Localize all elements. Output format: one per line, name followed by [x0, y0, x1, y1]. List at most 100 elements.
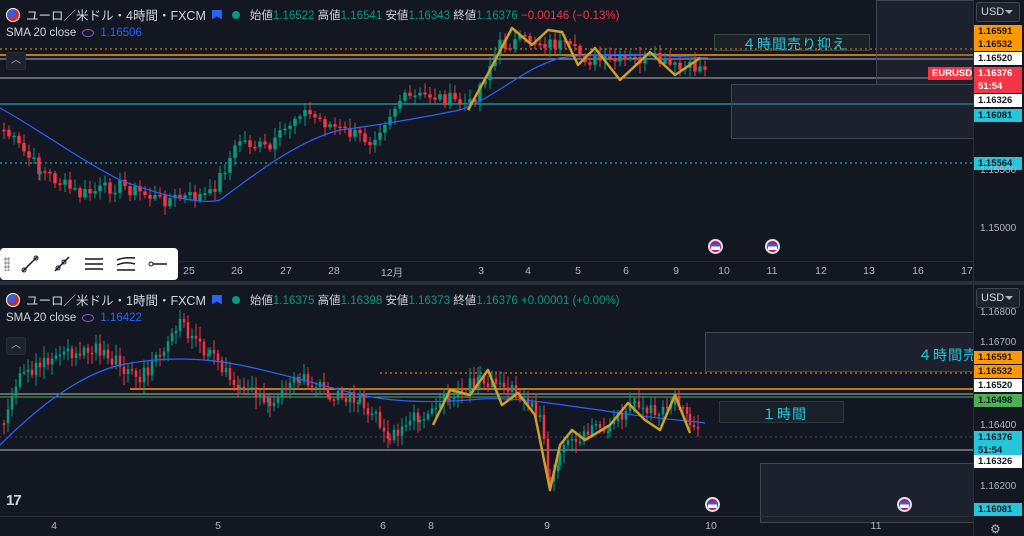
time-axis-label: 5 [575, 265, 581, 277]
candle-body [323, 119, 327, 128]
candle-body [310, 385, 314, 388]
candle-body [113, 192, 117, 195]
candle-body [284, 387, 288, 391]
price-axis-1h[interactable] [973, 285, 1024, 536]
sell-zone-box-1h[interactable] [705, 332, 975, 372]
candle-body [657, 414, 661, 416]
candle-body [154, 354, 158, 362]
economic-event-icon[interactable] [708, 239, 723, 254]
candle-body [352, 392, 356, 403]
candle-body [123, 179, 127, 187]
candle-body [453, 93, 457, 100]
candle-body [58, 183, 62, 185]
visibility-eye-icon[interactable] [82, 29, 95, 37]
candle-body [573, 44, 577, 46]
price-tag: 1.16532 [974, 365, 1022, 378]
trend-line-tool-icon[interactable] [18, 252, 42, 276]
time-axis-label: 10 [718, 265, 730, 277]
candle-body [190, 335, 194, 339]
candle-body [513, 39, 517, 49]
candle-body [570, 439, 574, 441]
settings-gear-icon[interactable]: ⚙ [990, 522, 1001, 536]
one-hour-zone-box[interactable] [719, 401, 844, 423]
candle-body [206, 354, 210, 356]
candle-body [328, 397, 332, 400]
candle-body [358, 393, 362, 403]
candle-body [633, 401, 637, 403]
chart-pane-1h[interactable]: ４時間売 １時間 ユーロ／米ドル・1時間・FXCM 始値1.16375 高値1.… [0, 285, 1024, 536]
candle-body [398, 100, 402, 109]
price-tag: 1.16376 [974, 67, 1022, 80]
candle-body [138, 376, 142, 383]
market-open-dot-icon [231, 295, 240, 304]
price-tag: 1.16591 [974, 351, 1022, 364]
candle-body [416, 412, 420, 423]
candle-body [460, 388, 464, 393]
candle-body [318, 117, 322, 120]
ray-tool-icon[interactable] [50, 252, 74, 276]
candle-body [163, 195, 167, 207]
time-axis-1h[interactable]: 4 5 6 8 9 10 11 [0, 516, 973, 536]
candle-body [643, 53, 647, 64]
collapse-legend-button[interactable]: ︿ [6, 52, 26, 70]
axis-tick: 1.15000 [980, 223, 1017, 234]
candle-body [472, 378, 476, 389]
symbol-title-4h[interactable]: ユーロ／米ドル・4時間・FXCM [26, 9, 206, 23]
price-tag: 1.16326 [974, 94, 1022, 107]
candle-body [38, 362, 42, 368]
price-plot-4h[interactable] [0, 0, 973, 263]
economic-event-icon[interactable] [765, 239, 780, 254]
candle-body [370, 413, 374, 416]
candle-body [438, 94, 442, 100]
price-tag: 1.16520 [974, 52, 1022, 65]
candle-body [2, 423, 6, 425]
candle-body [126, 369, 130, 375]
support-zone-box-4h[interactable] [731, 84, 976, 139]
parallel-channel-tool-icon[interactable] [82, 252, 106, 276]
currency-selector-1h[interactable]: USD [976, 288, 1020, 308]
candle-body [606, 431, 610, 433]
candle-body [208, 349, 212, 355]
candle-body [443, 94, 447, 106]
drawing-toolbar[interactable] [0, 248, 178, 280]
candle-body [620, 412, 624, 420]
candle-body [392, 429, 396, 441]
economic-event-icon[interactable] [897, 497, 912, 512]
candle-body [348, 127, 352, 137]
candle-body [603, 54, 607, 61]
candle-body [266, 397, 270, 403]
candle-body [665, 406, 669, 409]
candle-body [208, 189, 212, 194]
symbol-title-1h[interactable]: ユーロ／米ドル・1時間・FXCM [26, 294, 206, 308]
candle-body [302, 373, 306, 382]
candle-body [143, 191, 147, 196]
currency-selector-4h[interactable]: USD [976, 2, 1020, 22]
candle-body [178, 318, 182, 331]
sma-legend-4h[interactable]: SMA 20 close 1.16506 [6, 27, 142, 39]
candle-body [608, 54, 612, 59]
candle-body [608, 423, 612, 432]
collapse-legend-button[interactable]: ︿ [6, 337, 26, 355]
sma-legend-1h[interactable]: SMA 20 close 1.16422 [6, 312, 142, 324]
candle-body [58, 354, 62, 357]
sell-zone-box-4h[interactable] [714, 34, 870, 51]
candle-body [128, 186, 132, 196]
candle-body [18, 373, 22, 387]
price-plot-1h[interactable] [0, 285, 973, 518]
horizontal-ray-tool-icon[interactable] [146, 252, 170, 276]
support-zone-box-1h[interactable] [760, 463, 976, 523]
price-tag: 1.16081 [974, 109, 1022, 122]
chart-pane-4h[interactable]: ４時間売り抑え ユーロ／米ドル・4時間・FXCM 始値1.16522 高値1.1… [0, 0, 1024, 281]
time-axis-4h[interactable]: 25 26 27 28 12月 3 4 5 6 9 10 11 12 13 16 17 [0, 261, 973, 281]
drag-handle-icon[interactable] [4, 257, 10, 271]
candle-body [232, 379, 236, 386]
candle-body [308, 110, 312, 115]
pitchfork-tool-icon[interactable] [114, 252, 138, 276]
pane-divider[interactable] [0, 281, 1024, 285]
candle-body [478, 84, 482, 102]
candle-body [73, 188, 77, 190]
visibility-eye-icon[interactable] [82, 314, 95, 322]
economic-event-icon[interactable] [705, 497, 720, 512]
candle-body [194, 335, 198, 339]
time-axis-label: 9 [544, 520, 550, 532]
